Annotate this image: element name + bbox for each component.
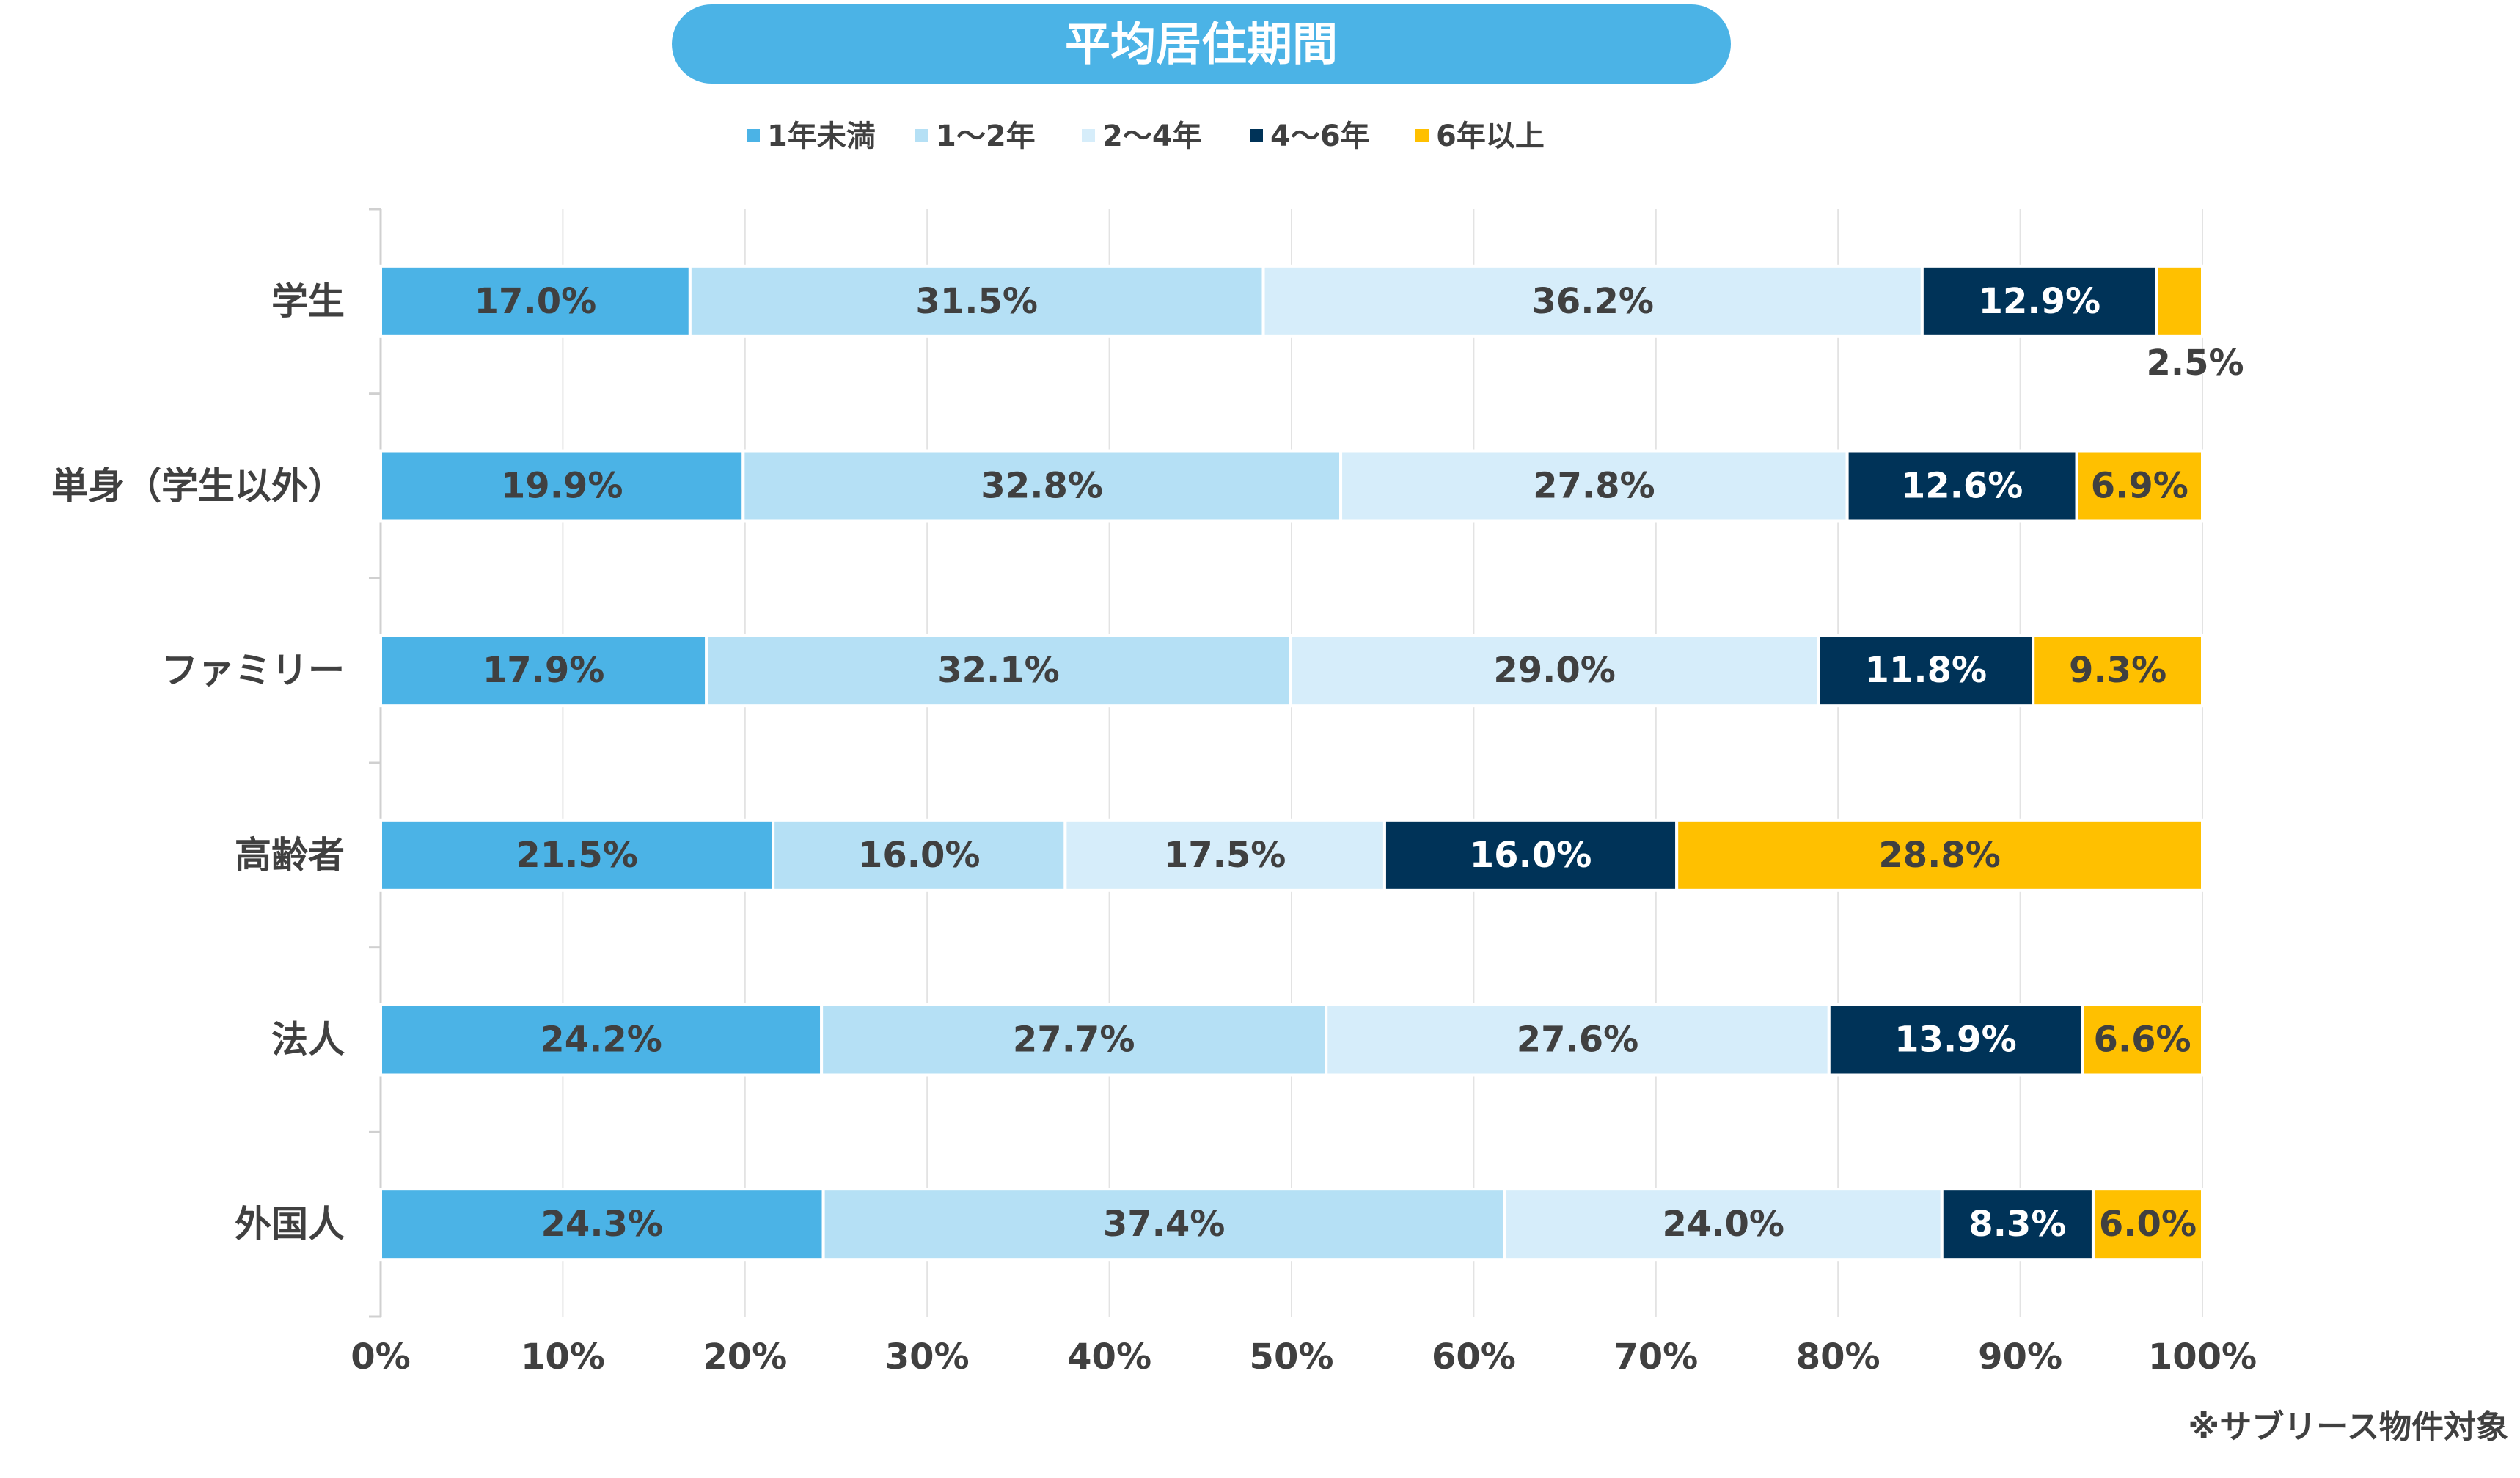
bar-segment (1940, 1188, 2095, 1262)
x-tick-label: 100% (2148, 1336, 2257, 1378)
bar-segment (379, 818, 775, 892)
bar-segment (1675, 818, 2204, 892)
bar-segment (1289, 634, 1820, 708)
legend-swatch (1082, 129, 1095, 142)
legend-item: 4～6年 (1250, 120, 1370, 153)
legend: 1年未満 1～2年 2～4年 4～6年 6年以上 (747, 120, 1545, 153)
x-tick-label: 60% (1432, 1336, 1516, 1378)
bar-segment (1817, 634, 2035, 708)
legend-swatch (747, 129, 760, 142)
legend-item: 1～2年 (915, 120, 1036, 153)
title-banner-background (672, 4, 1731, 84)
category-label: 単身（学生以外） (51, 465, 345, 508)
data-label: 6.0% (2099, 1204, 2197, 1245)
data-label: 28.8% (1878, 835, 2001, 876)
legend-item: 2～4年 (1082, 120, 1202, 153)
bar-segment (379, 634, 708, 708)
legend-swatch (915, 129, 928, 142)
data-label: 21.5% (516, 835, 638, 876)
data-label: 16.0% (1470, 835, 1592, 876)
legend-item: 1年未満 (747, 120, 876, 153)
data-label: 17.5% (1164, 835, 1286, 876)
bar-segment (1920, 264, 2158, 338)
bar-segment (688, 264, 1265, 338)
x-tick-label: 90% (1978, 1336, 2062, 1378)
bar-segment (1325, 1003, 1831, 1077)
data-label: 12.9% (1979, 281, 2101, 322)
legend-label: 4～6年 (1270, 120, 1370, 153)
bar-segment (1827, 1003, 2084, 1077)
x-tick-label: 20% (703, 1336, 787, 1378)
bar-segment (705, 634, 1292, 708)
data-label: 12.6% (1901, 466, 2023, 507)
legend-item: 6年以上 (1415, 120, 1545, 153)
bar-segment (772, 818, 1067, 892)
data-label: 8.3% (1968, 1204, 2066, 1245)
data-label: 17.0% (475, 281, 597, 322)
data-label: 24.3% (541, 1204, 664, 1245)
data-label: 37.4% (1103, 1204, 1226, 1245)
legend-label: 1年未満 (767, 120, 876, 153)
x-tick-label: 10% (521, 1336, 605, 1378)
data-label: 2.5% (2146, 343, 2244, 384)
data-label: 11.8% (1865, 650, 1988, 691)
footnote: ※サブリース物件対象 (2188, 1408, 2508, 1446)
chart-title-banner: 平均居住期間 (672, 4, 1731, 84)
category-label: 外国人 (235, 1203, 345, 1245)
data-label: 27.7% (1013, 1020, 1135, 1061)
legend-swatch (1250, 129, 1263, 142)
category-label: ファミリー (161, 649, 345, 692)
data-label: 24.0% (1662, 1204, 1784, 1245)
bar-segment (2075, 449, 2204, 523)
bar-segment (1503, 1188, 1944, 1262)
x-tick-label: 0% (351, 1336, 411, 1378)
bar-segment (2091, 1188, 2204, 1262)
bar-segment (1382, 818, 1679, 892)
data-label: 29.0% (1493, 650, 1616, 691)
data-label: 27.6% (1517, 1020, 1639, 1061)
x-tick-label: 80% (1796, 1336, 1880, 1378)
bar-segment (379, 1188, 825, 1262)
bar-segment (2155, 264, 2205, 338)
data-label: 31.5% (915, 281, 1038, 322)
category-label: 法人 (271, 1019, 345, 1061)
data-label: 6.9% (2091, 466, 2188, 507)
data-label: 17.9% (483, 650, 605, 691)
gridlines (369, 208, 2203, 1318)
category-label: 学生 (271, 280, 345, 323)
bar-segment (1063, 818, 1386, 892)
legend-label: 1～2年 (936, 120, 1036, 153)
data-label: 32.1% (937, 650, 1060, 691)
legend-label: 2～4年 (1102, 120, 1202, 153)
chart-title: 平均居住期間 (1065, 18, 1338, 71)
x-tick-label: 50% (1250, 1336, 1334, 1378)
bar-segment (2081, 1003, 2204, 1077)
bar-segment (2032, 634, 2204, 708)
bar-segment (820, 1003, 1328, 1077)
data-label: 16.0% (858, 835, 981, 876)
data-label: 19.9% (501, 466, 623, 507)
x-tick-label: 40% (1067, 1336, 1151, 1378)
data-label: 13.9% (1894, 1020, 2017, 1061)
bar-segment (1261, 264, 1924, 338)
bar-segment (379, 449, 745, 523)
data-label: 6.6% (2093, 1020, 2191, 1061)
data-label: 24.2% (540, 1020, 662, 1061)
data-label: 27.8% (1533, 466, 1655, 507)
legend-swatch (1415, 129, 1429, 142)
category-label: 高齢者 (235, 834, 345, 877)
x-axis-tick-labels: 0% 10% 20% 30% 40% 50% 60% 70% 80% 90% 100% (351, 1336, 2257, 1378)
bar-segment (1339, 449, 1849, 523)
bar-segment (379, 1003, 824, 1077)
x-tick-label: 30% (885, 1336, 970, 1378)
data-label: 32.8% (981, 466, 1103, 507)
x-tick-label: 70% (1614, 1336, 1698, 1378)
bars: 17.0% 31.5% 36.2% 12.9% 2.5% 19.9% 32.8% 27.8% 1… (379, 264, 2244, 1262)
legend-label: 6年以上 (1436, 120, 1545, 153)
data-label: 9.3% (2069, 650, 2166, 691)
data-label: 36.2% (1531, 281, 1654, 322)
